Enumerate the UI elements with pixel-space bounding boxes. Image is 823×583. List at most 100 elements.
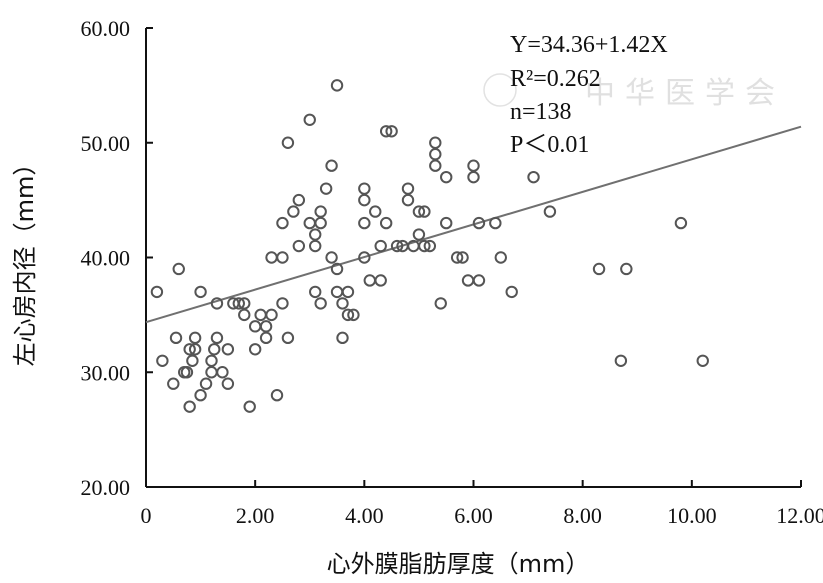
scatter-point	[180, 366, 194, 379]
ticks: 0 2.00 4.00 6.00 8.00 10.00 12.00 20.00 30.00 40.…	[81, 16, 823, 528]
scatter-point	[287, 205, 300, 218]
scatter-point	[330, 285, 344, 299]
scatter-point	[205, 354, 218, 367]
scatter-point	[423, 239, 437, 253]
annotation-r-squared: R²=0.262	[510, 66, 601, 92]
scatter-point	[243, 400, 256, 413]
axes	[145, 28, 801, 488]
scatter-point	[183, 343, 196, 356]
scatter-point	[314, 205, 327, 218]
scatter-point	[216, 366, 229, 379]
scatter-point	[412, 205, 426, 218]
scatter-point	[199, 377, 213, 390]
scatter-point	[325, 251, 338, 264]
scatter-point	[347, 308, 360, 322]
y-tick-label: 30.00	[81, 360, 131, 385]
scatter-point	[429, 136, 442, 149]
scatter-point	[336, 297, 349, 310]
scatter-point	[592, 262, 606, 276]
scatter-point	[472, 216, 486, 230]
scatter-point	[188, 343, 202, 356]
y-tick-label: 20.00	[81, 475, 131, 500]
scatter-point	[265, 308, 278, 322]
scatter-point	[150, 285, 164, 299]
scatter-point	[254, 308, 267, 322]
scatter-point	[208, 343, 221, 356]
scatter-point	[325, 159, 338, 172]
svg-text:华: 华	[625, 76, 655, 111]
scatter-point	[429, 148, 442, 161]
scatter-point	[494, 251, 507, 264]
scatter-point	[221, 377, 235, 390]
scatter-point	[186, 354, 199, 367]
scatter-point	[385, 125, 398, 138]
scatter-point	[183, 400, 196, 413]
y-tick-label: 50.00	[81, 131, 131, 156]
y-axis-title: 左心房内径（mm）	[11, 152, 39, 367]
scatter-point	[358, 216, 371, 230]
scatter-point	[276, 251, 289, 264]
annotation-p-value: P＜0.01	[510, 132, 589, 158]
scatter-point	[461, 274, 475, 287]
scatter-point	[374, 239, 387, 253]
scatter-point	[309, 285, 322, 299]
scatter-point	[505, 285, 518, 299]
scatter-point	[450, 251, 464, 264]
scatter-point	[369, 205, 382, 218]
scatter-point	[440, 216, 453, 230]
scatter-point	[341, 308, 355, 322]
scatter-point	[614, 354, 628, 367]
scatter-point	[210, 297, 224, 310]
scatter-point	[188, 331, 202, 345]
svg-text:会: 会	[745, 76, 775, 111]
annotation-n: n=138	[510, 99, 572, 125]
scatter-point	[358, 251, 371, 264]
scatter-point	[194, 285, 207, 299]
x-tick-label: 0	[141, 503, 152, 528]
scatter-point	[467, 159, 480, 172]
scatter-point	[270, 389, 284, 402]
svg-text:学: 学	[705, 76, 735, 111]
scatter-point	[281, 331, 295, 345]
x-tick-label: 6.00	[454, 503, 493, 528]
scatter-point	[169, 331, 183, 345]
scatter-point	[248, 320, 262, 333]
scatter-point	[429, 159, 442, 172]
svg-text:中: 中	[585, 76, 615, 111]
scatter-point	[167, 377, 180, 390]
scatter-point	[467, 170, 480, 184]
scatter-point	[620, 262, 633, 276]
scatter-point	[309, 228, 322, 241]
data-points	[150, 79, 709, 413]
scatter-point	[374, 274, 387, 287]
scatter-point	[543, 205, 557, 218]
scatter-point	[401, 182, 415, 195]
scatter-point	[456, 251, 469, 264]
scatter-point	[156, 354, 169, 367]
scatter-point	[238, 297, 251, 310]
x-tick-label: 8.00	[563, 503, 602, 528]
scatter-point	[276, 297, 289, 310]
scatter-point	[319, 182, 333, 195]
scatter-point	[674, 216, 688, 230]
scatter-point	[696, 354, 709, 367]
scatter-point	[358, 193, 371, 207]
scatter-point	[341, 285, 355, 299]
scatter-point	[489, 216, 502, 230]
scatter-point	[276, 216, 289, 230]
scatter-point	[205, 366, 218, 379]
scatter-point	[292, 193, 306, 207]
scatter-point	[379, 125, 393, 138]
svg-text:医: 医	[665, 76, 695, 111]
scatter-point	[314, 297, 327, 310]
scatter-point	[259, 320, 273, 333]
scatter-point	[303, 113, 316, 127]
scatter-point	[379, 216, 393, 230]
scatter-point	[418, 205, 431, 218]
scatter-point	[172, 262, 185, 276]
scatter-point	[412, 228, 426, 241]
scatter-point	[303, 216, 316, 230]
watermark: 中 华 医 学 会	[483, 73, 775, 111]
scatter-point	[363, 274, 376, 287]
scatter-point	[314, 216, 327, 230]
